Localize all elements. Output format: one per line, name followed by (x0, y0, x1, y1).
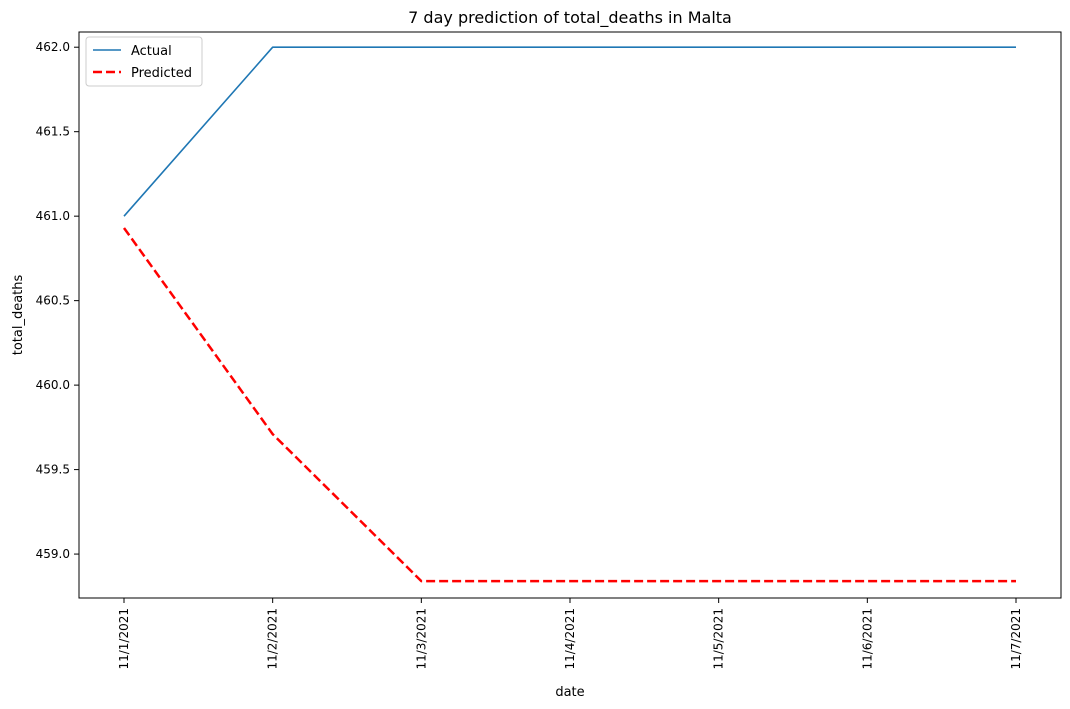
x-tick-label: 11/1/2021 (117, 608, 131, 670)
y-tick-label: 462.0 (36, 40, 70, 54)
x-tick-label: 11/5/2021 (712, 608, 726, 670)
series-line-actual (123, 46, 1016, 217)
y-axis-label: total_deaths (11, 275, 26, 356)
chart-title: 7 day prediction of total_deaths in Malt… (408, 8, 732, 28)
legend: Actual Predicted (85, 36, 203, 87)
x-tick-label: 11/7/2021 (1009, 608, 1023, 670)
legend-label-actual: Actual (131, 44, 172, 59)
legend-label-predicted: Predicted (131, 66, 192, 81)
y-tick-label: 461.0 (36, 209, 70, 223)
x-tick-label: 11/6/2021 (860, 608, 874, 670)
y-tick-label: 459.5 (36, 463, 70, 477)
series-line-predicted (122, 227, 1016, 583)
y-tick-label: 459.0 (36, 547, 70, 561)
y-tick-label: 460.5 (36, 294, 70, 308)
x-tick-label: 11/3/2021 (414, 608, 428, 670)
series-layer (122, 46, 1016, 583)
x-tick-label: 11/2/2021 (266, 608, 280, 670)
y-axis: 459.0 459.5 460.0 460.5 461.0 461.5 462.0 (36, 40, 79, 561)
x-axis-label: date (555, 685, 584, 700)
y-tick-label: 461.5 (36, 125, 70, 139)
x-axis: 11/1/2021 11/2/2021 11/3/2021 11/4/2021 11/5… (117, 598, 1023, 670)
y-tick-label: 460.0 (36, 378, 70, 392)
x-tick-label: 11/4/2021 (563, 608, 577, 670)
